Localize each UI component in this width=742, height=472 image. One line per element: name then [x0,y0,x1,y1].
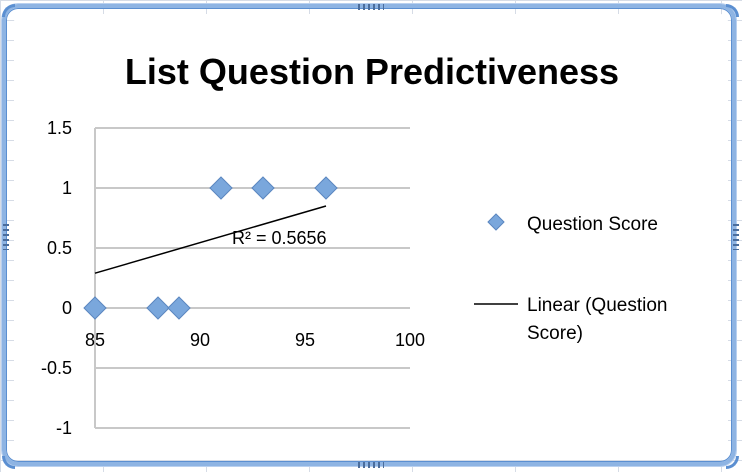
legend-label-series: Question Score [527,214,658,235]
y-tick-label: -1 [56,418,72,438]
data-point-diamond [83,296,107,320]
bottom-resize-handle[interactable] [358,462,384,468]
chart-title: List Question Predictiveness [125,51,619,92]
top-right-corner-handle[interactable] [726,4,739,17]
legend-label-trendline: Score) [527,323,583,344]
data-point-diamond [251,176,275,200]
x-tick-label: 95 [295,330,315,350]
right-resize-handle[interactable] [733,224,739,250]
x-tick-label: 90 [190,330,210,350]
data-point-diamond [314,176,338,200]
x-tick-label: 85 [85,330,105,350]
top-left-corner-handle[interactable] [2,4,15,17]
legend-label-trendline: Linear (Question [527,295,667,316]
chart-area[interactable] [14,14,728,460]
bottom-left-corner-handle[interactable] [2,456,15,469]
data-point-diamond [146,296,170,320]
y-tick-label: 1 [62,178,72,198]
r-squared-label: R² = 0.5656 [232,228,327,248]
y-tick-label: -0.5 [41,358,72,378]
data-point-diamond [167,296,191,320]
linear-trendline [94,205,327,274]
legend-marker-diamond [487,213,505,231]
y-tick-label: 0 [62,298,72,318]
top-resize-handle[interactable] [358,4,384,10]
y-tick-label: 1.5 [47,118,72,138]
left-resize-handle[interactable] [3,224,9,250]
x-tick-label: 100 [395,330,425,350]
data-point-diamond [209,176,233,200]
y-tick-label: 0.5 [47,238,72,258]
